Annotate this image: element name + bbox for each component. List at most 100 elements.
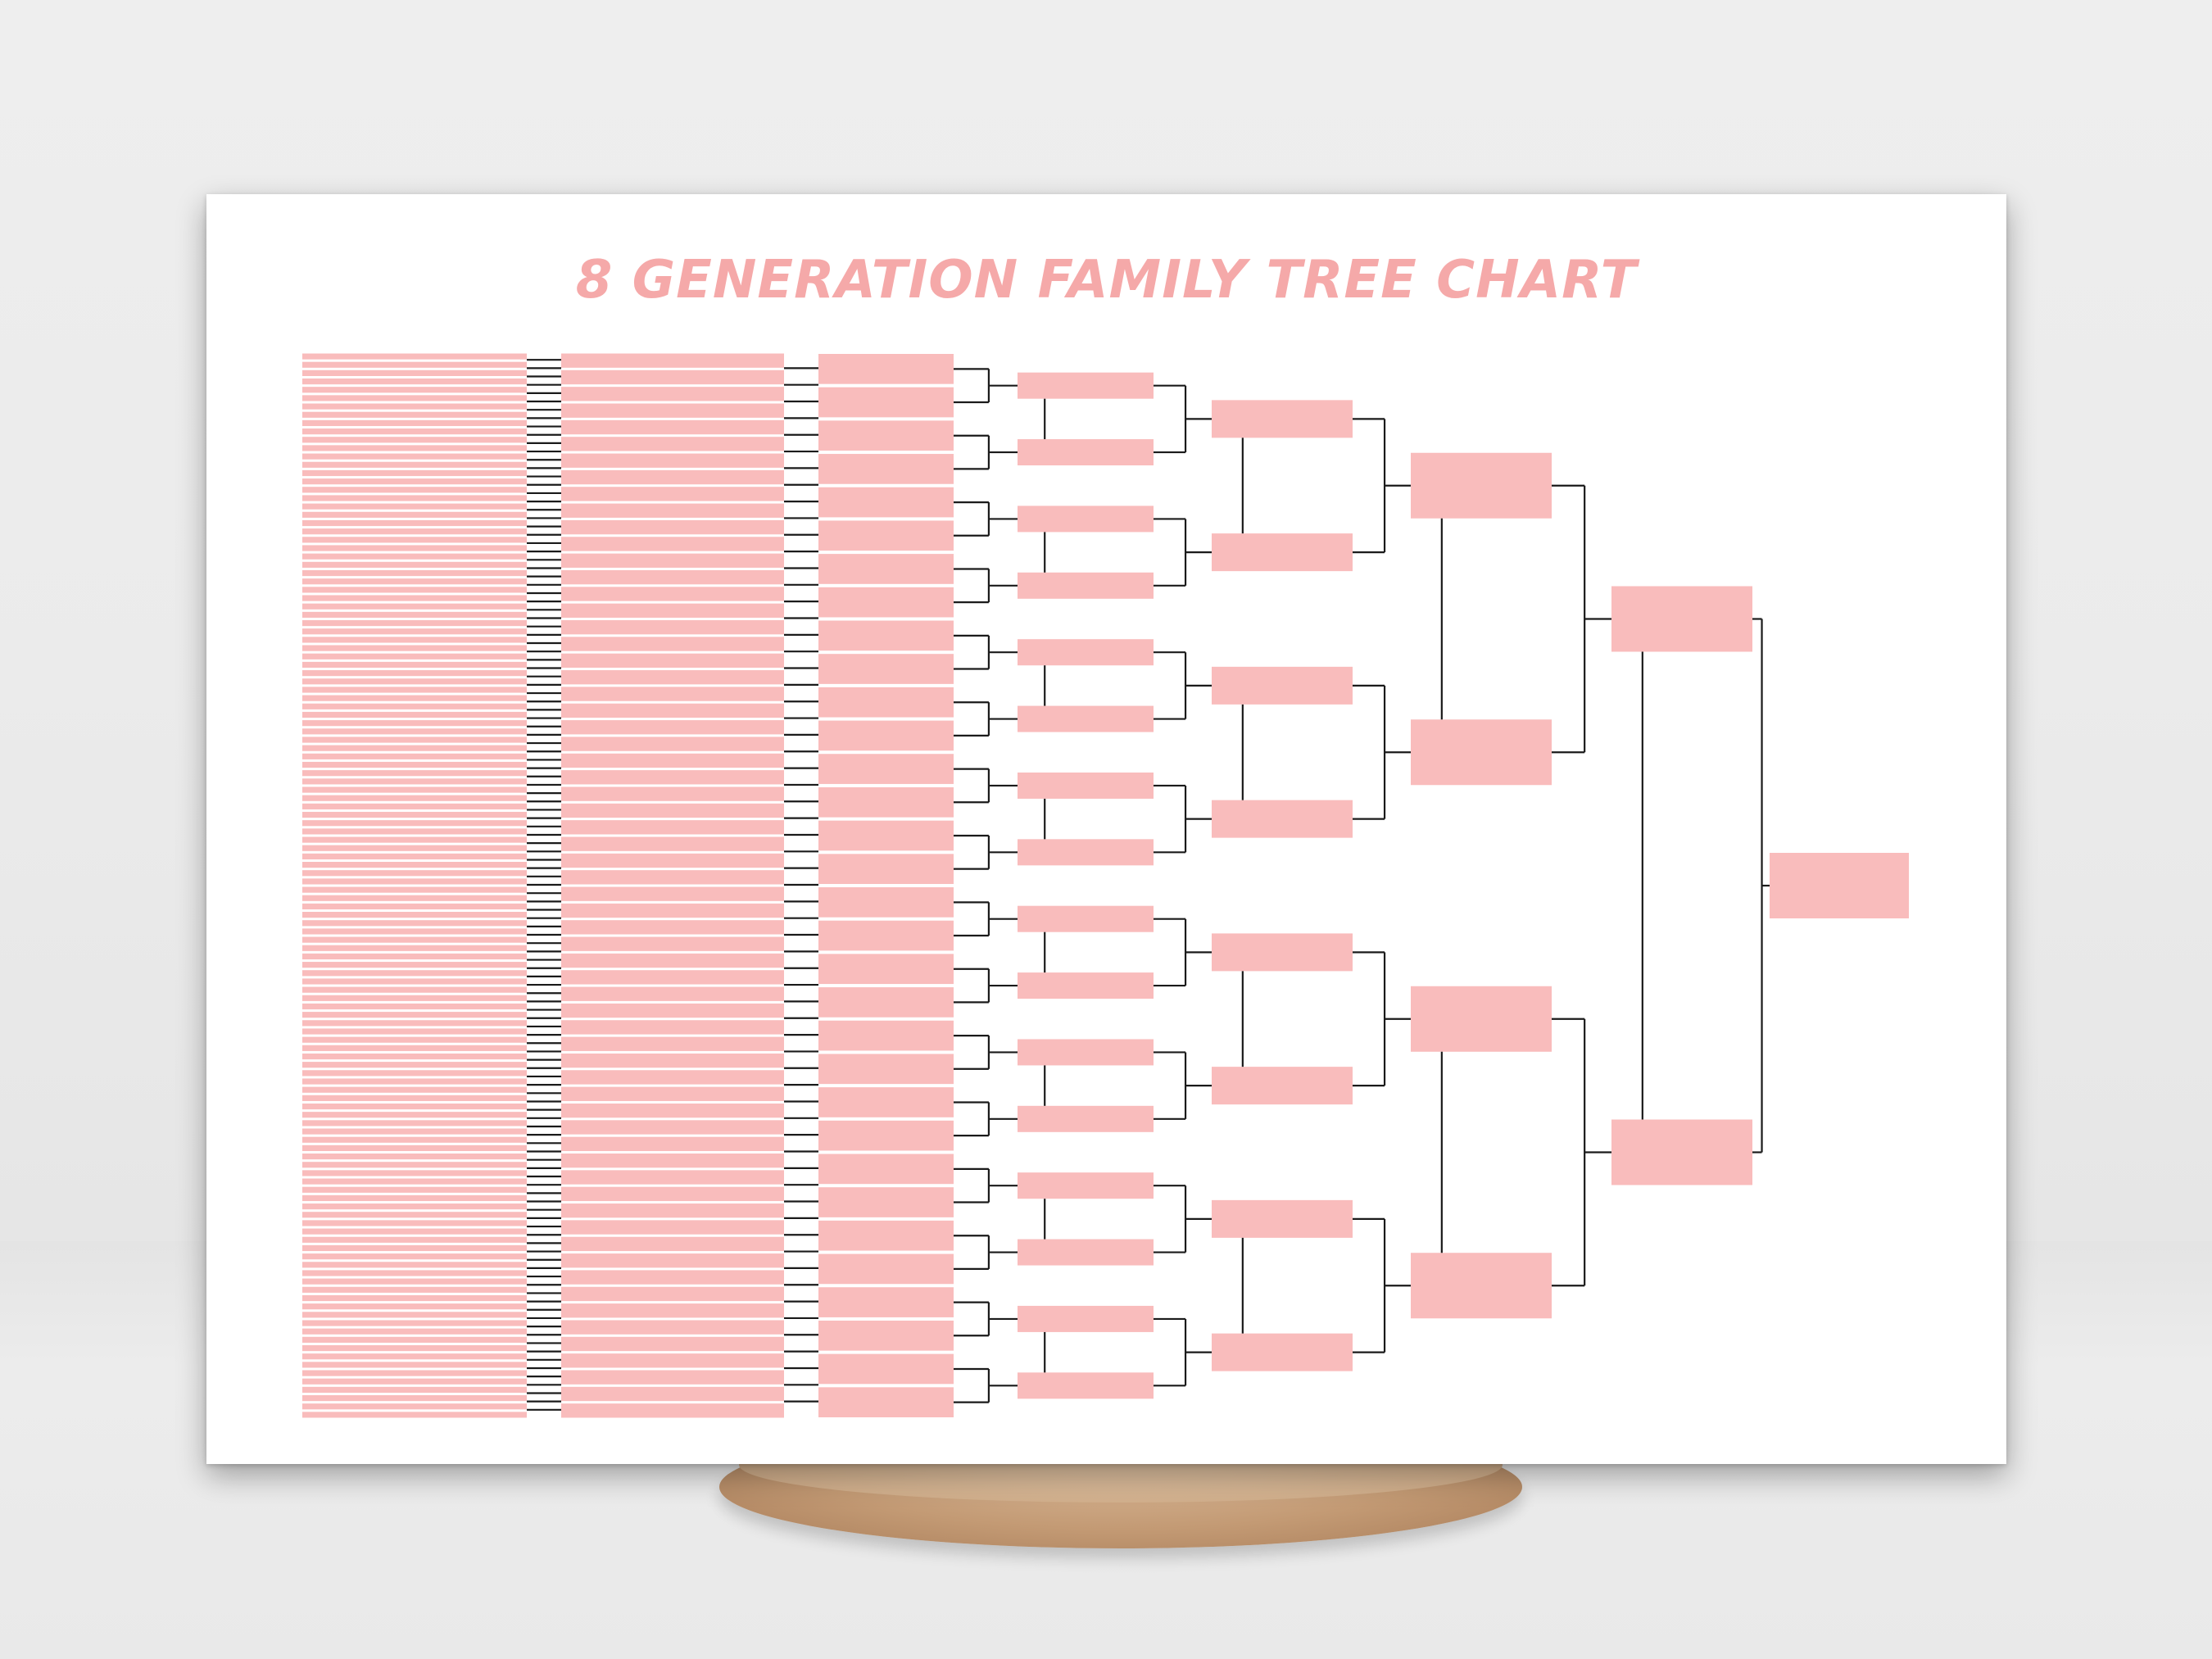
person-box-gen8[interactable]: [302, 503, 527, 510]
person-box-gen8[interactable]: [302, 437, 527, 443]
person-box-gen8[interactable]: [302, 670, 527, 677]
person-box-gen6[interactable]: [818, 1154, 954, 1185]
person-box-gen8[interactable]: [302, 1370, 527, 1376]
person-box-gen6[interactable]: [818, 487, 954, 518]
person-box-gen7[interactable]: [561, 419, 784, 435]
person-box-gen7[interactable]: [561, 770, 784, 785]
person-box-gen7[interactable]: [561, 487, 784, 501]
person-box-gen8[interactable]: [302, 1228, 527, 1235]
person-box-gen5[interactable]: [1018, 639, 1154, 666]
person-box-gen8[interactable]: [302, 1320, 527, 1326]
person-box-gen8[interactable]: [302, 1103, 527, 1110]
person-box-gen5[interactable]: [1018, 972, 1154, 999]
person-box-gen5[interactable]: [1018, 439, 1154, 466]
person-box-gen7[interactable]: [561, 853, 784, 868]
person-box-gen6[interactable]: [818, 1187, 954, 1217]
person-box-gen8[interactable]: [302, 945, 527, 951]
person-box-gen6[interactable]: [818, 720, 954, 751]
person-box-gen8[interactable]: [302, 461, 527, 468]
person-box-gen7[interactable]: [561, 687, 784, 701]
person-box-gen8[interactable]: [302, 1178, 527, 1185]
person-box-gen6[interactable]: [818, 354, 954, 384]
person-box-gen7[interactable]: [561, 637, 784, 651]
person-box-gen5[interactable]: [1018, 572, 1154, 599]
person-box-gen5[interactable]: [1018, 905, 1154, 932]
person-box-gen7[interactable]: [561, 453, 784, 468]
person-box-gen8[interactable]: [302, 1244, 527, 1252]
person-box-gen8[interactable]: [302, 545, 527, 551]
person-box-gen8[interactable]: [302, 537, 527, 543]
person-box-gen7[interactable]: [561, 1203, 784, 1218]
person-box-gen8[interactable]: [302, 553, 527, 560]
person-box-gen8[interactable]: [302, 395, 527, 401]
person-box-gen8[interactable]: [302, 786, 527, 793]
person-box-gen8[interactable]: [302, 1220, 527, 1226]
person-box-gen8[interactable]: [302, 853, 527, 859]
person-box-gen8[interactable]: [302, 453, 527, 460]
person-box-gen8[interactable]: [302, 378, 527, 385]
person-box-gen8[interactable]: [302, 895, 527, 901]
person-box-gen8[interactable]: [302, 803, 527, 809]
person-box-gen7[interactable]: [561, 670, 784, 685]
person-box-gen6[interactable]: [818, 1120, 954, 1151]
person-box-gen8[interactable]: [302, 495, 527, 501]
person-box-gen5[interactable]: [1018, 705, 1154, 732]
person-box-gen4[interactable]: [1212, 1199, 1353, 1238]
person-box-gen6[interactable]: [818, 554, 954, 584]
person-box-gen6[interactable]: [818, 1087, 954, 1117]
person-box-gen6[interactable]: [818, 1220, 954, 1251]
person-box-gen7[interactable]: [561, 1154, 784, 1168]
person-box-gen7[interactable]: [561, 1336, 784, 1352]
person-box-gen5[interactable]: [1018, 1372, 1154, 1399]
person-box-gen8[interactable]: [302, 1136, 527, 1143]
person-box-gen8[interactable]: [302, 1078, 527, 1085]
person-box-gen7[interactable]: [561, 786, 784, 801]
person-box-gen6[interactable]: [818, 1387, 954, 1417]
person-box-gen7[interactable]: [561, 920, 784, 935]
person-box-gen7[interactable]: [561, 1303, 784, 1318]
person-box-gen8[interactable]: [302, 1362, 527, 1368]
person-box-gen8[interactable]: [302, 1312, 527, 1318]
person-box-gen8[interactable]: [302, 745, 527, 751]
person-box-gen7[interactable]: [561, 1186, 784, 1202]
person-box-gen8[interactable]: [302, 753, 527, 759]
person-box-gen6[interactable]: [818, 786, 954, 818]
person-box-gen7[interactable]: [561, 1086, 784, 1101]
person-box-gen7[interactable]: [561, 587, 784, 601]
person-box-gen8[interactable]: [302, 1154, 527, 1160]
person-box-gen8[interactable]: [302, 1070, 527, 1077]
person-box-gen8[interactable]: [302, 1170, 527, 1176]
person-box-gen7[interactable]: [561, 1386, 784, 1402]
person-box-gen6[interactable]: [818, 920, 954, 951]
person-box-gen8[interactable]: [302, 469, 527, 477]
person-box-gen7[interactable]: [561, 503, 784, 518]
person-box-gen8[interactable]: [302, 653, 527, 660]
person-box-gen7[interactable]: [561, 1003, 784, 1018]
person-box-gen8[interactable]: [302, 1203, 527, 1210]
person-box-gen8[interactable]: [302, 1212, 527, 1218]
person-box-gen8[interactable]: [302, 978, 527, 985]
person-box-gen7[interactable]: [561, 537, 784, 551]
person-box-gen7[interactable]: [561, 1220, 784, 1235]
person-box-gen6[interactable]: [818, 687, 954, 718]
person-box-gen6[interactable]: [818, 1253, 954, 1285]
person-box-gen8[interactable]: [302, 1303, 527, 1310]
person-box-gen2[interactable]: [1611, 586, 1752, 652]
person-box-gen8[interactable]: [302, 678, 527, 685]
person-box-gen8[interactable]: [302, 1378, 527, 1385]
person-box-gen7[interactable]: [561, 469, 784, 485]
person-box-gen7[interactable]: [561, 1120, 784, 1135]
person-box-gen8[interactable]: [302, 1386, 527, 1393]
person-box-gen8[interactable]: [302, 1120, 527, 1126]
person-box-gen2[interactable]: [1611, 1119, 1752, 1185]
person-box-gen8[interactable]: [302, 903, 527, 910]
person-box-gen8[interactable]: [302, 628, 527, 635]
person-box-gen8[interactable]: [302, 1112, 527, 1118]
person-box-gen8[interactable]: [302, 478, 527, 485]
person-box-gen4[interactable]: [1212, 400, 1353, 438]
person-box-gen8[interactable]: [302, 528, 527, 535]
person-box-gen6[interactable]: [818, 1054, 954, 1085]
person-box-gen8[interactable]: [302, 995, 527, 1001]
person-box-gen8[interactable]: [302, 1403, 527, 1410]
person-box-gen6[interactable]: [818, 520, 954, 551]
